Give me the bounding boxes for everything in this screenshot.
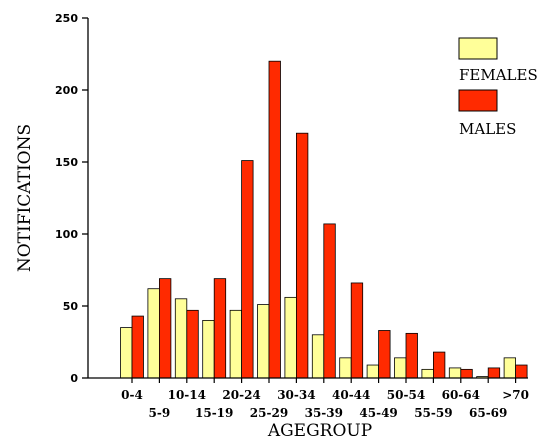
category-label: 60-64 (442, 388, 480, 402)
category-label: 0-4 (121, 388, 143, 402)
bar-females (339, 357, 352, 379)
bar-females (503, 357, 517, 379)
bar-females (394, 357, 407, 379)
bar-females (257, 304, 270, 379)
x-axis-title: AGEGROUP (267, 421, 372, 441)
bar-males (323, 223, 336, 379)
y-tick-label: 100 (55, 228, 78, 241)
category-labels: 0-4 5-9 10-14 15-19 20-24 25-29 30-34 35-39 40-4… (121, 388, 529, 420)
category-label: 35-39 (305, 406, 343, 420)
bar-females (421, 368, 434, 379)
x-axis (88, 377, 528, 383)
bar-males (131, 315, 144, 379)
bar-males (487, 367, 501, 379)
category-label: 65-69 (469, 406, 507, 420)
y-axis: 0 50 100 150 200 250 (55, 12, 89, 385)
y-axis-title: NOTIFICATIONS (15, 124, 35, 272)
y-tick-label: 0 (70, 372, 78, 385)
bar-females (229, 309, 243, 379)
legend-swatch-males (458, 89, 498, 112)
bar-males (432, 351, 446, 379)
category-label: 40-44 (332, 388, 370, 402)
bar-males (268, 60, 281, 379)
y-tick-label: 150 (55, 156, 78, 169)
category-label: 20-24 (222, 388, 260, 402)
category-label: 30-34 (277, 388, 315, 402)
legend-label-females: FEMALES (459, 66, 538, 84)
bar-females (311, 334, 325, 379)
bar-females (366, 364, 380, 379)
y-tick-label: 250 (55, 12, 78, 25)
bar-females (147, 288, 160, 379)
category-label: 25-29 (250, 406, 288, 420)
bar-males (378, 330, 391, 379)
bar-males (405, 332, 418, 379)
category-label: >70 (502, 388, 529, 402)
y-tick-label: 200 (55, 84, 78, 97)
category-label: 15-19 (195, 406, 233, 420)
bar-males (350, 282, 364, 379)
bar-males (241, 160, 254, 379)
bar-males (460, 368, 473, 379)
bar-females (174, 298, 188, 379)
category-label: 10-14 (168, 388, 206, 402)
category-label: 55-59 (414, 406, 452, 420)
bar-females (120, 327, 133, 379)
legend-label-males: MALES (459, 120, 516, 138)
category-label: 50-54 (387, 388, 425, 402)
bar-males (295, 132, 309, 379)
category-label: 45-49 (359, 406, 397, 420)
bar-males (186, 309, 199, 379)
bar-males (158, 278, 172, 379)
bar-females (284, 296, 297, 379)
y-tick-label: 50 (63, 300, 79, 313)
bars-group (120, 60, 528, 379)
legend: FEMALES MALES (458, 37, 538, 138)
bar-males (213, 278, 227, 379)
legend-swatch-females (458, 37, 498, 60)
bar-males (515, 364, 528, 379)
category-label: 5-9 (149, 406, 171, 420)
bar-females (202, 319, 215, 379)
bar-females (448, 367, 462, 379)
